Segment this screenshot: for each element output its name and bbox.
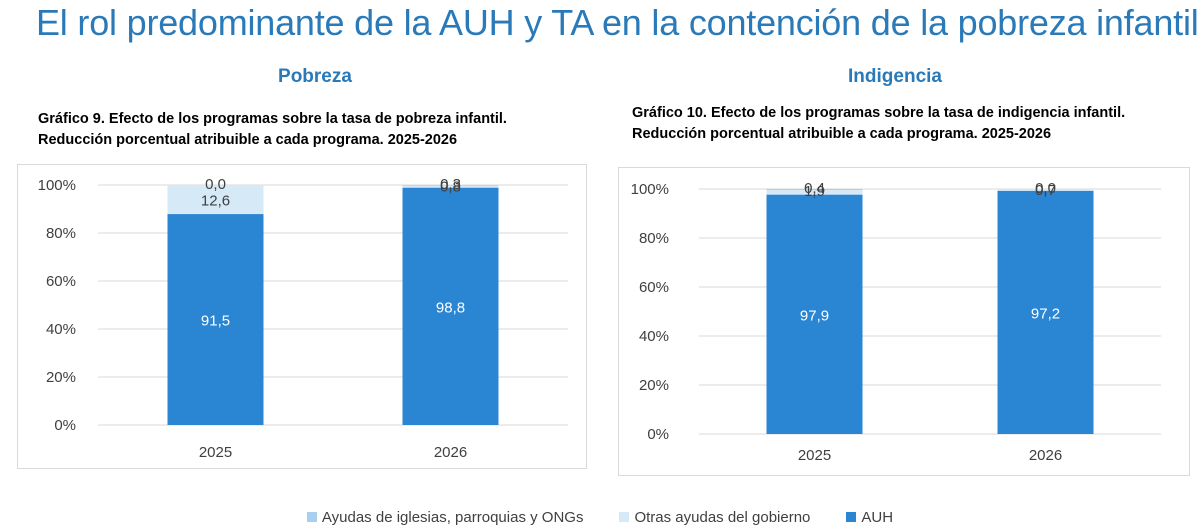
y-tick-label: 80% [639, 230, 669, 247]
y-tick-label: 20% [639, 377, 669, 394]
chart-title: Gráfico 10. Efecto de los programas sobr… [632, 105, 1126, 121]
y-tick-label: 0% [647, 426, 669, 443]
data-label: 98,8 [436, 299, 465, 316]
data-label: 0,0 [1035, 180, 1056, 197]
data-label: 0,7 [1035, 182, 1056, 199]
legend-swatch [306, 512, 317, 522]
data-label: 12,6 [201, 193, 230, 210]
chart-pobreza: 0% 20% 40% 60% 80% 100% 91,5 12,6 0,0 2025 98,8 0,8… [17, 164, 587, 469]
data-label: 97,9 [800, 307, 829, 324]
bar-segment [402, 185, 499, 188]
chart-title: Gráfico 9. Efecto de los programas sobre… [38, 111, 507, 127]
page-title: El rol predominante de la AUH y TA en la… [36, 2, 1199, 43]
data-label: 0,4 [804, 180, 825, 197]
section-heading-indigencia: Indigencia [848, 66, 942, 87]
bar-segment [402, 187, 499, 425]
chart-indigencia-svg: 0% 20% 40% 60% 80% 100% 97,9 1,90,4 2025 97,2 0,70… [631, 180, 1161, 464]
chart-caption-pobreza: Gráfico 9. Efecto de los programas sobre… [38, 109, 507, 151]
legend: Ayudas de iglesias, parroquias y ONGs Ot… [0, 505, 1200, 529]
bar-segment [766, 189, 863, 195]
chart-subtitle: Reducción porcentual atribuible a cada p… [632, 126, 1052, 142]
bar-segment [997, 189, 1094, 191]
legend-label: Ayudas de iglesias, parroquias y ONGs [321, 508, 584, 526]
data-label: 91,5 [201, 313, 230, 330]
legend-swatch [619, 512, 630, 522]
legend-label: Otras ayudas del gobierno [634, 508, 811, 526]
bar-segment [402, 185, 499, 186]
section-heading-pobreza: Pobreza [278, 66, 352, 87]
x-tick-label: 2026 [434, 444, 467, 461]
chart-pobreza-svg: 0% 20% 40% 60% 80% 100% 91,5 12,60,0 2025 98,8 0,8… [38, 176, 568, 461]
data-label: 0,8 [440, 179, 461, 196]
y-tick-label: 40% [46, 321, 76, 338]
legend-item-iglesias: Ayudas de iglesias, parroquias y ONGs [306, 505, 584, 529]
bar-segment [167, 185, 264, 215]
legend-item-auh: AUH [846, 505, 893, 529]
chart-caption-indigencia: Gráfico 10. Efecto de los programas sobr… [632, 103, 1125, 145]
x-tick-label: 2025 [798, 447, 831, 464]
x-tick-label: 2025 [199, 444, 232, 461]
y-tick-label: 20% [46, 369, 76, 386]
data-label: 0,0 [205, 176, 226, 193]
bar-segment [766, 189, 863, 190]
chart-subtitle: Reducción porcentual atribuible a cada p… [38, 132, 458, 148]
chart-indigencia: 0% 20% 40% 60% 80% 100% 97,9 1,9 0,4 2025 97,2 0,7 0… [618, 167, 1190, 476]
legend-label: AUH [861, 508, 894, 526]
x-tick-label: 2026 [1029, 447, 1062, 464]
data-label: 97,2 [1031, 305, 1060, 322]
y-tick-label: 80% [46, 225, 76, 242]
data-label: 1,9 [804, 183, 825, 200]
legend-item-otras: Otras ayudas del gobierno [619, 505, 810, 529]
y-tick-label: 100% [631, 181, 669, 198]
bar-segment [766, 194, 863, 434]
y-tick-label: 60% [46, 273, 76, 290]
y-tick-label: 0% [54, 417, 76, 434]
bar-segment [997, 190, 1094, 434]
bar-segment [167, 214, 264, 425]
y-tick-label: 100% [38, 177, 76, 194]
legend-swatch [846, 512, 857, 522]
data-label: 0,3 [440, 176, 461, 193]
y-tick-label: 40% [639, 328, 669, 345]
y-tick-label: 60% [639, 279, 669, 296]
